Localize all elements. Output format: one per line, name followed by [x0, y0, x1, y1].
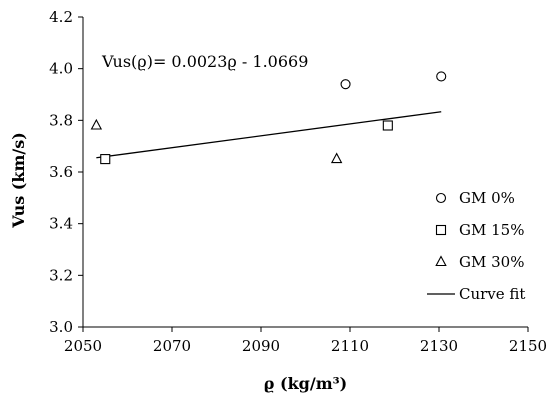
- square-point: [382, 120, 393, 131]
- y-axis-title: Vus (km/s): [9, 132, 28, 229]
- legend-label: GM 15%: [459, 221, 524, 239]
- legend-label: Curve fit: [459, 285, 525, 303]
- y-tick-label: 3.4: [49, 215, 73, 233]
- x-tick-label: 2110: [331, 337, 369, 355]
- fit-line: [96, 111, 442, 159]
- legend: GM 0% GM 15% GM 30% Curve fit: [427, 189, 525, 303]
- y-tick-label: 4.0: [49, 60, 73, 78]
- circle-point: [340, 79, 351, 90]
- legend-circle-icon: [435, 192, 447, 204]
- triangle-point: [330, 152, 343, 164]
- y-axis-ticks: 3.0 3.2 3.4 3.6 3.8 4.0 4.2: [49, 8, 83, 336]
- y-tick-label: 3.8: [49, 111, 73, 129]
- triangle-point: [90, 118, 103, 130]
- y-tick-label: 3.6: [49, 163, 73, 181]
- legend-label: GM 30%: [459, 253, 524, 271]
- x-axis-title: ϱ (kg/m³): [264, 374, 347, 393]
- legend-square-icon: [435, 224, 447, 236]
- y-tick-label: 3.0: [49, 318, 73, 336]
- legend-label: GM 0%: [459, 189, 515, 207]
- legend-triangle-icon: [435, 255, 447, 267]
- square-point: [100, 154, 111, 165]
- x-tick-label: 2090: [242, 337, 280, 355]
- x-tick-label: 2050: [64, 337, 102, 355]
- x-tick-label: 2070: [153, 337, 191, 355]
- y-tick-label: 4.2: [49, 8, 73, 26]
- x-tick-label: 2130: [420, 337, 458, 355]
- x-tick-label: 2150: [509, 337, 547, 355]
- circle-point: [436, 71, 447, 82]
- data-points: [90, 71, 447, 165]
- x-axis-ticks: 2050 2070 2090 2110 2130 2150: [64, 327, 547, 355]
- y-tick-label: 3.2: [49, 266, 73, 284]
- fit-equation: Vus(ϱ)= 0.0023ϱ - 1.0669: [101, 52, 308, 71]
